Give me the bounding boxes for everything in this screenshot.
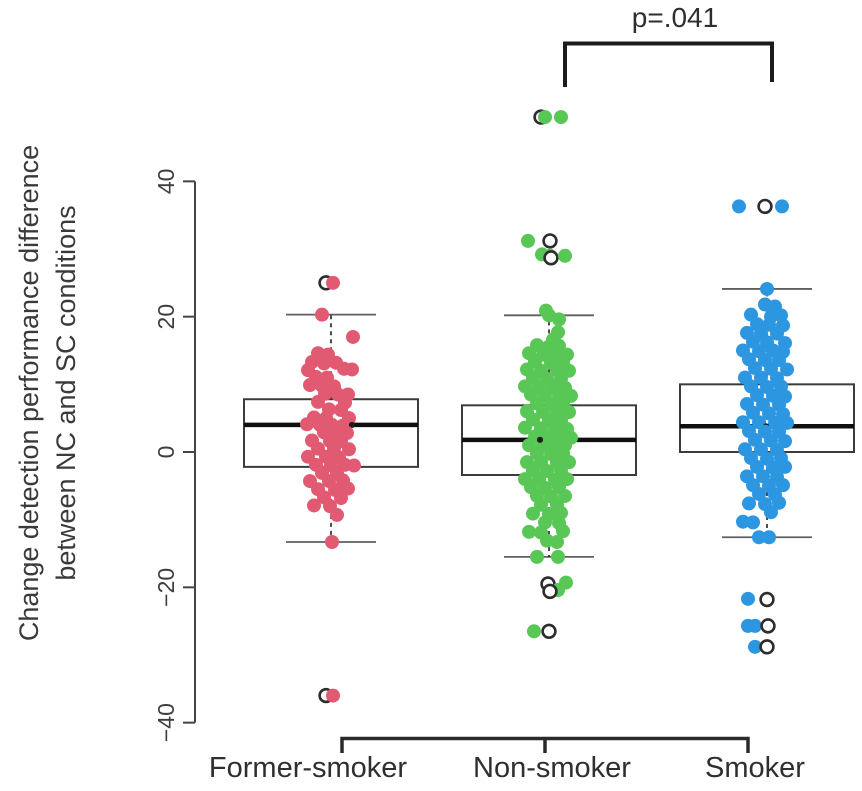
data-point [326, 275, 340, 290]
group-label: Smoker [705, 752, 805, 784]
data-point [775, 199, 789, 214]
data-point-open [759, 591, 775, 608]
data-point [558, 248, 572, 263]
data-point [556, 524, 570, 539]
data-point [736, 514, 750, 529]
data-point [780, 362, 794, 377]
y-axis-tick-label: 20 [153, 304, 179, 330]
data-point [752, 530, 766, 545]
bottom-group-bracket [340, 736, 750, 753]
data-point [518, 420, 532, 435]
data-point-small [536, 436, 544, 443]
significance-bracket [563, 41, 774, 87]
data-point [522, 524, 536, 539]
data-point [552, 312, 566, 327]
data-point [554, 110, 568, 125]
data-point [551, 549, 565, 564]
data-point [330, 507, 344, 522]
data-point [342, 442, 356, 457]
data-point [345, 362, 359, 377]
data-point [346, 329, 360, 344]
data-point [732, 199, 746, 214]
data-point [776, 478, 790, 493]
data-point [317, 356, 331, 371]
data-point [748, 639, 762, 654]
group-label: Former-smoker [209, 752, 408, 784]
data-point [325, 534, 339, 549]
significance-p-value: p=.041 [631, 2, 719, 33]
data-point [762, 530, 776, 545]
data-point [521, 233, 535, 248]
data-point [307, 498, 321, 513]
y-axis-tick-label: 40 [153, 169, 179, 195]
data-point [741, 591, 755, 606]
data-point [300, 417, 314, 432]
data-point-open [760, 618, 776, 634]
group-label: Non-smoker [473, 752, 631, 784]
data-point-small [348, 421, 356, 429]
data-point [752, 486, 766, 501]
data-point-open [759, 639, 775, 655]
data-point [550, 534, 564, 549]
data-point [748, 618, 762, 633]
data-point [303, 378, 317, 393]
y-axis-tick-label: −40 [153, 703, 179, 742]
data-point-open [541, 623, 557, 639]
data-point [742, 496, 756, 511]
data-point [527, 624, 541, 639]
data-point [760, 281, 774, 296]
data-point [770, 326, 784, 341]
data-point-open [542, 233, 558, 249]
data-point [778, 459, 792, 474]
data-point [326, 688, 340, 703]
data-point-open [542, 583, 558, 600]
data-point-open [757, 198, 773, 215]
data-point [772, 495, 786, 510]
data-point [764, 505, 778, 520]
data-point [347, 458, 361, 473]
data-point [315, 307, 329, 322]
y-axis-tick-label: −20 [153, 568, 179, 607]
y-axis-tick-label: 0 [153, 446, 179, 459]
data-point [538, 110, 552, 125]
data-point-open [543, 250, 559, 266]
data-point [746, 515, 760, 530]
data-point [530, 549, 544, 564]
data-point [311, 394, 325, 409]
data-point [526, 506, 540, 521]
data-point [334, 491, 348, 506]
